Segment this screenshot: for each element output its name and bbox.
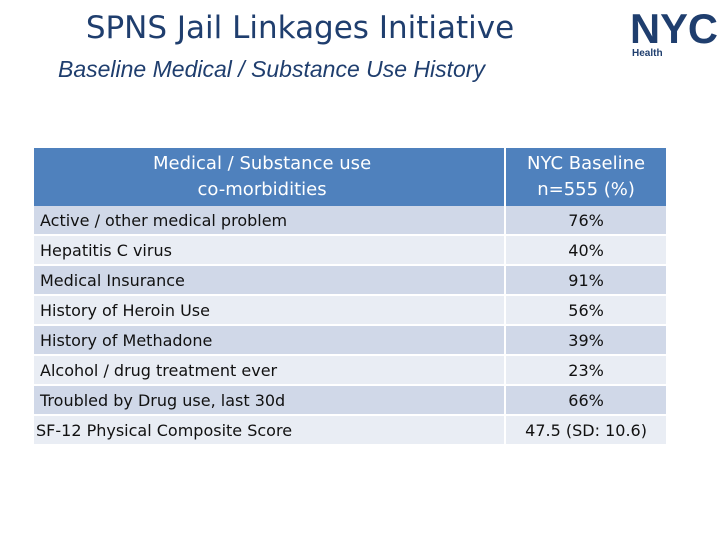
row-value: 76% <box>506 206 666 236</box>
row-value: 91% <box>506 266 666 296</box>
row-label: Medical Insurance <box>34 266 507 296</box>
column-header-line: co-morbidities <box>197 179 327 200</box>
column-header-line: n=555 (%) <box>537 179 635 200</box>
row-value: 56% <box>506 296 666 326</box>
table-row: Active / other medical problem 76% <box>34 206 666 236</box>
svg-text:NYC: NYC <box>630 8 718 48</box>
table-row: Medical Insurance 91% <box>34 266 666 296</box>
page-title: SPNS Jail Linkages Initiative <box>85 10 515 46</box>
row-label: History of Heroin Use <box>34 296 507 326</box>
row-value: 47.5 (SD: 10.6) <box>506 416 666 446</box>
table-row: History of Methadone 39% <box>34 326 666 356</box>
table-row: Troubled by Drug use, last 30d 66% <box>34 386 666 416</box>
table-header-row: Medical / Substance use co-morbidities N… <box>34 148 666 206</box>
table-row: Alcohol / drug treatment ever 23% <box>34 356 666 386</box>
row-label: Hepatitis C virus <box>34 236 507 266</box>
nyc-health-logo: NYC Health <box>630 8 718 60</box>
row-value: 66% <box>506 386 666 416</box>
page-subtitle: Baseline Medical / Substance Use History <box>58 56 485 82</box>
table-row: History of Heroin Use 56% <box>34 296 666 326</box>
nyc-logo-icon: NYC <box>630 8 718 48</box>
column-header-comorbidities: Medical / Substance use co-morbidities <box>34 148 507 206</box>
row-value: 23% <box>506 356 666 386</box>
column-header-baseline: NYC Baseline n=555 (%) <box>506 148 666 206</box>
row-value: 40% <box>506 236 666 266</box>
column-header-line: NYC Baseline <box>527 153 646 174</box>
row-value: 39% <box>506 326 666 356</box>
table-row: SF-12 Physical Composite Score 47.5 (SD:… <box>34 416 666 446</box>
row-label: SF-12 Physical Composite Score <box>34 416 507 446</box>
row-label: Active / other medical problem <box>34 206 507 236</box>
column-header-line: Medical / Substance use <box>152 153 372 174</box>
row-label: Troubled by Drug use, last 30d <box>34 386 507 416</box>
row-label: History of Methadone <box>34 326 507 356</box>
logo-label: Health <box>632 48 663 59</box>
baseline-table: Medical / Substance use co-morbidities N… <box>34 148 666 446</box>
row-label: Alcohol / drug treatment ever <box>34 356 507 386</box>
table-row: Hepatitis C virus 40% <box>34 236 666 266</box>
